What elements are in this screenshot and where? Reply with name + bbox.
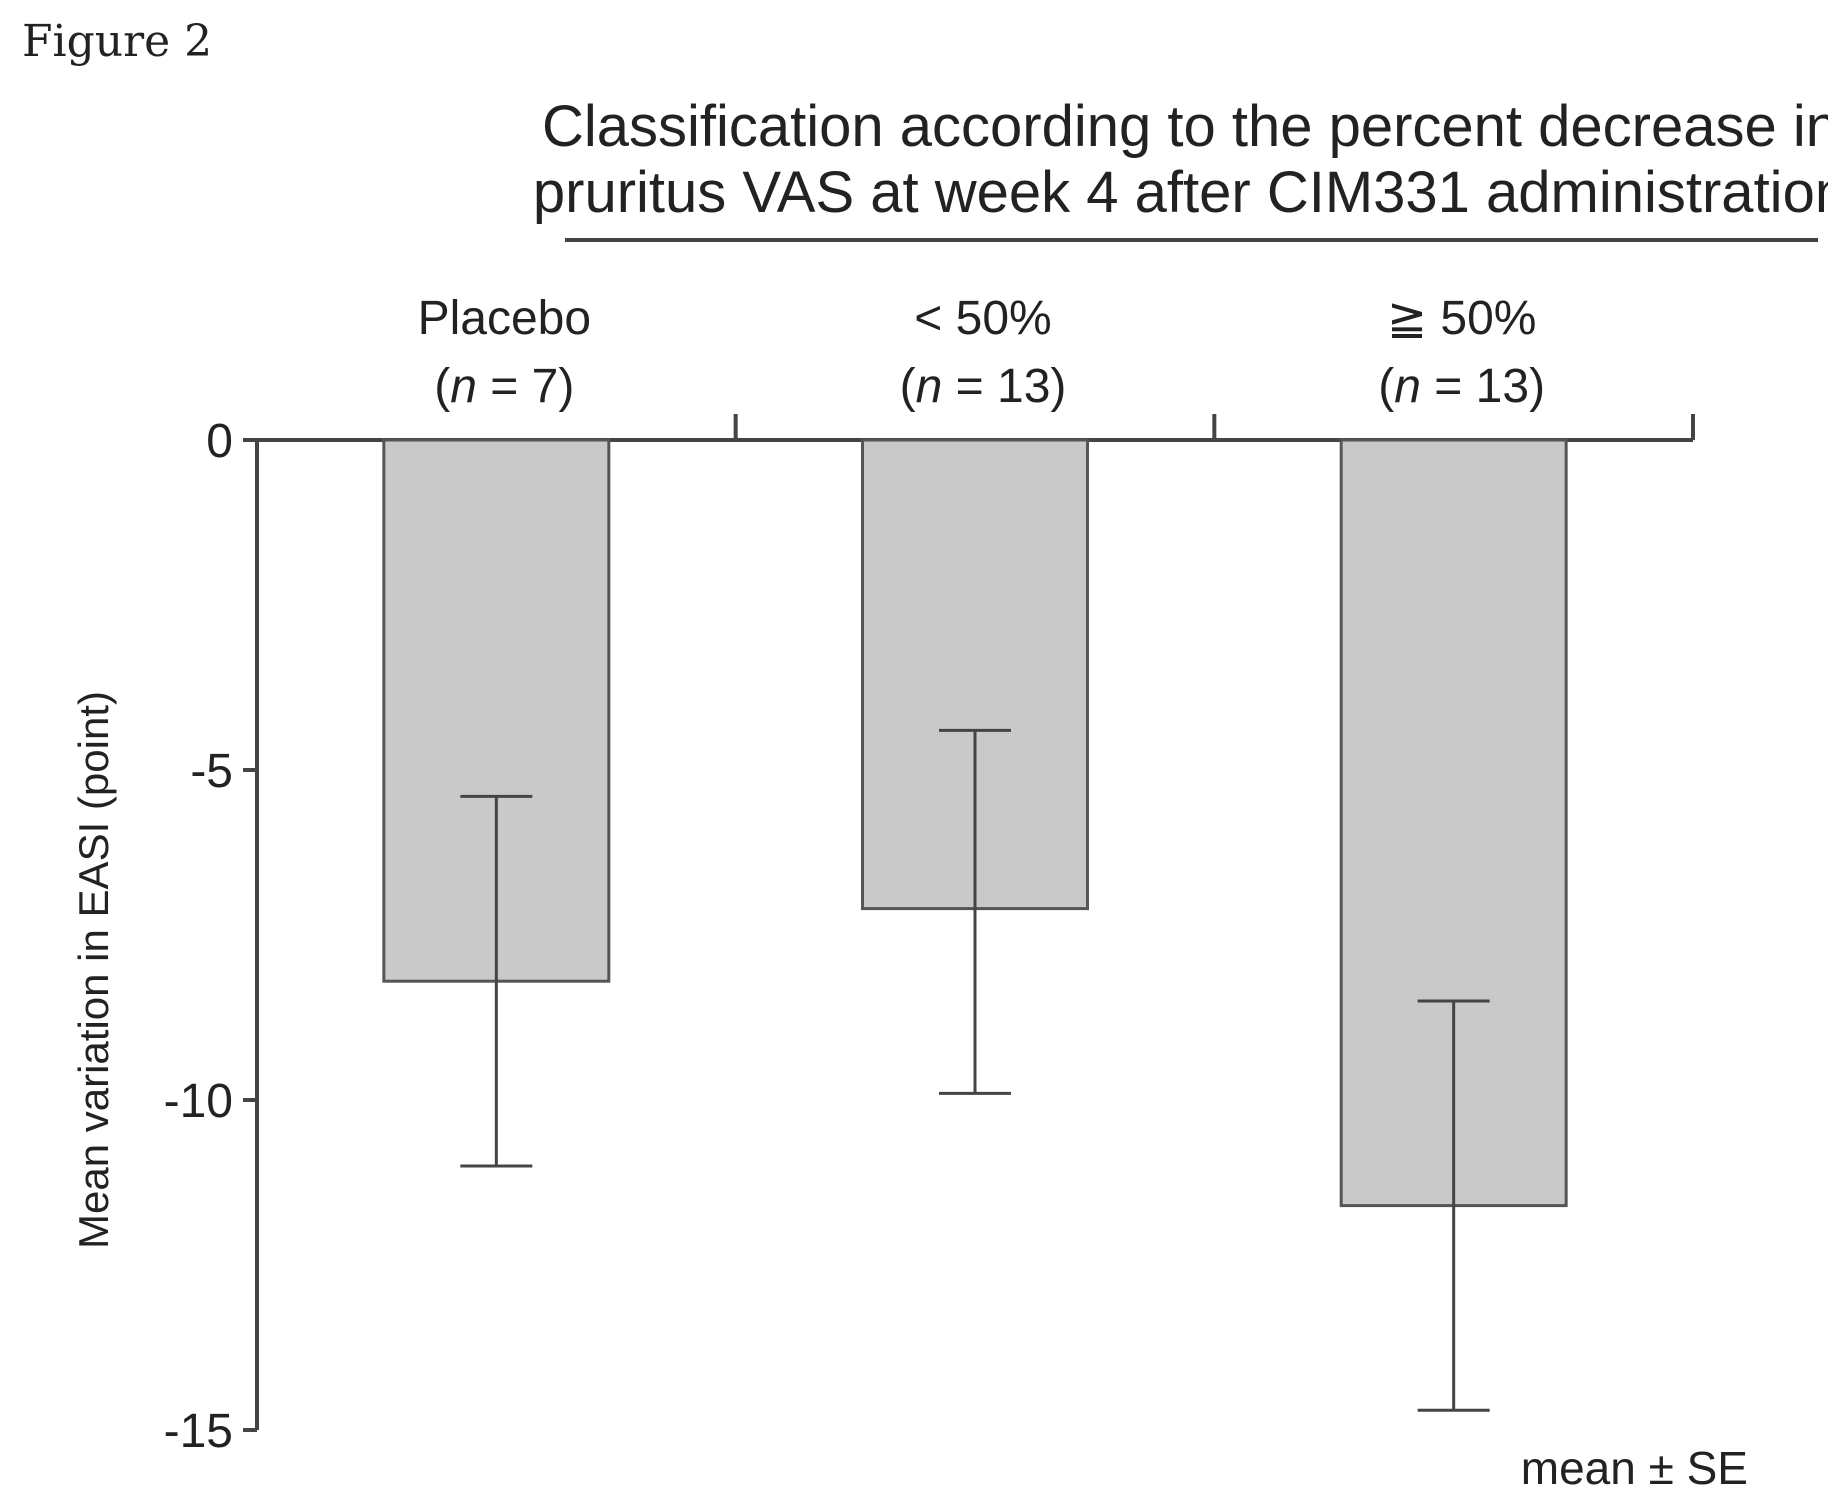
category-label: Placebo bbox=[418, 292, 591, 345]
category-n-label: (n = 13) bbox=[1378, 360, 1545, 413]
chart-title-line-1: Classification according to the percent … bbox=[542, 94, 1828, 159]
error-bars bbox=[460, 728, 1490, 1412]
y-axis-label: Mean variation in EASI (point) bbox=[70, 691, 117, 1249]
category-label: ≧ 50% bbox=[1387, 292, 1537, 345]
stats-note: mean ± SE bbox=[1521, 1442, 1748, 1494]
category-n-label: (n = 7) bbox=[434, 360, 574, 413]
y-tick-label: 0 bbox=[206, 415, 233, 468]
y-tick-label: -10 bbox=[164, 1075, 233, 1128]
category-n-label: (n = 13) bbox=[900, 360, 1067, 413]
category-label: < 50% bbox=[914, 292, 1051, 345]
chart-title-line-2: pruritus VAS at week 4 after CIM331 admi… bbox=[533, 160, 1828, 225]
y-tick-label: -5 bbox=[190, 745, 233, 798]
y-tick-label: -15 bbox=[164, 1405, 233, 1458]
figure-label: Figure 2 bbox=[22, 16, 212, 67]
category-labels: Placebo (n = 7) < 50% (n = 13) ≧ 50% (n = 13) bbox=[418, 292, 1545, 413]
chart-title: Classification according to the percent … bbox=[533, 94, 1828, 242]
